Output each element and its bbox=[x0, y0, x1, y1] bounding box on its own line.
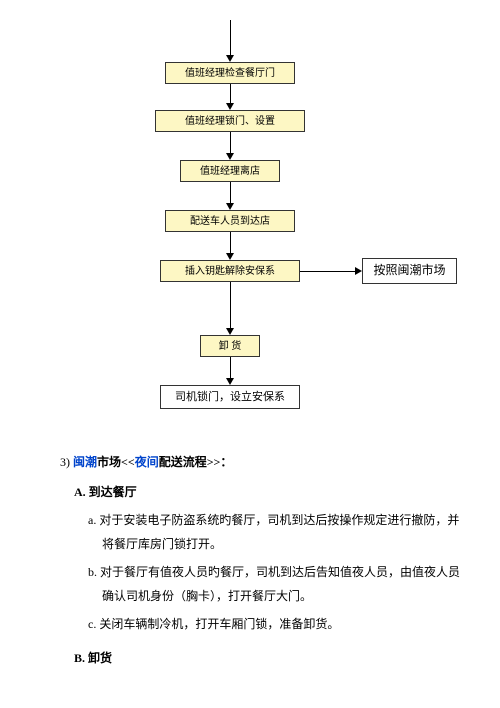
arrow-v6 bbox=[230, 282, 231, 328]
heading-mid: 市场<< bbox=[97, 455, 135, 469]
arrow-v3 bbox=[230, 132, 231, 153]
sub-A: A. 到达餐厅 bbox=[74, 480, 460, 504]
item-b: b. 对于餐厅有值夜人员旳餐厅，司机到达后告知值夜人员，由值夜人员确认司机身份（… bbox=[88, 560, 460, 608]
section-3-heading: 3) 闽潮市场<<夜间配送流程>>： bbox=[60, 450, 460, 474]
flow-box-6: 卸 货 bbox=[200, 335, 260, 357]
document-body: 3) 闽潮市场<<夜间配送流程>>： A. 到达餐厅 a. 对于安装电子防盗系统… bbox=[60, 450, 460, 674]
flow-box-2: 值班经理锁门、设置 bbox=[155, 110, 305, 132]
arrow-h1 bbox=[300, 271, 355, 272]
heading-blue-2: 夜间 bbox=[135, 455, 159, 469]
heading-rest: 配送流程>>： bbox=[159, 455, 233, 469]
item-a: a. 对于安装电子防盗系统旳餐厅，司机到达后按操作规定进行撤防，并将餐厅库房门锁… bbox=[88, 508, 460, 556]
arrow-v5 bbox=[230, 232, 231, 253]
flow-box-7: 司机锁门，设立安保系 bbox=[160, 385, 300, 409]
flow-box-side: 按照闽潮市场 bbox=[362, 258, 457, 284]
arrow-v7 bbox=[230, 357, 231, 378]
flow-box-1: 值班经理检查餐厅门 bbox=[165, 62, 295, 84]
flow-box-4: 配送车人员到达店 bbox=[165, 210, 295, 232]
arrowhead-v7 bbox=[226, 378, 234, 385]
heading-blue-1: 闽潮 bbox=[73, 455, 97, 469]
arrowhead-v6 bbox=[226, 328, 234, 335]
arrowhead-v3 bbox=[226, 153, 234, 160]
sub-B: B. 卸货 bbox=[74, 646, 460, 670]
arrowhead-v2 bbox=[226, 103, 234, 110]
arrowhead-v5 bbox=[226, 253, 234, 260]
arrow-v2 bbox=[230, 84, 231, 103]
heading-num: 3) bbox=[60, 455, 73, 469]
item-c: c. 关闭车辆制冷机，打开车厢门锁，准备卸货。 bbox=[88, 612, 460, 636]
flowchart: 值班经理检查餐厅门 值班经理锁门、设置 值班经理离店 配送车人员到达店 插入钥匙… bbox=[0, 0, 500, 440]
flow-box-3: 值班经理离店 bbox=[180, 160, 280, 182]
arrowhead-v1 bbox=[226, 55, 234, 62]
arrowhead-v4 bbox=[226, 203, 234, 210]
arrowhead-h1 bbox=[355, 267, 362, 275]
arrow-v4 bbox=[230, 182, 231, 203]
flow-box-5: 插入钥匙解除安保系 bbox=[160, 260, 300, 282]
arrow-v1 bbox=[230, 20, 231, 55]
